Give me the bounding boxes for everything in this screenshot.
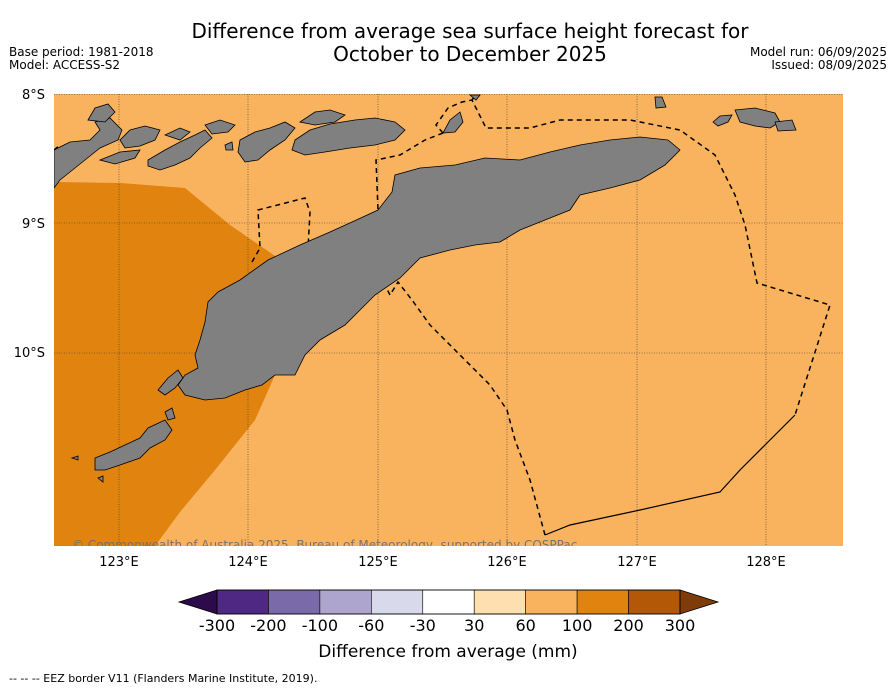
colorbar-cell — [576, 589, 629, 615]
atauro-island — [442, 111, 464, 134]
colorbar-cell — [525, 589, 578, 615]
map-area: © Commonwealth of Australia 2025, Bureau… — [54, 94, 843, 552]
longitude-labels: 123°E 124°E 125°E 126°E 127°E 128°E — [99, 555, 786, 570]
lon-label-125e: 125°E — [358, 555, 398, 570]
island-a — [87, 103, 116, 123]
island-d — [147, 129, 213, 171]
colorbar-cell — [216, 589, 269, 615]
colorbar-tick-label: -200 — [250, 616, 286, 635]
alor-island — [237, 121, 296, 163]
colorbar-tick-label: 200 — [613, 616, 644, 635]
eez-legend-note: -- -- -- EEZ border V11 (Flanders Marine… — [9, 672, 318, 685]
colorbar-outline — [216, 589, 681, 615]
island-c — [98, 149, 141, 165]
island-i — [654, 96, 667, 109]
colorbar-tick-label: 300 — [665, 616, 696, 635]
rote-island — [157, 369, 184, 396]
island-e — [163, 127, 191, 141]
flores-island — [54, 117, 123, 189]
island-j — [712, 114, 733, 127]
island-g — [224, 141, 234, 151]
colorbar-cell — [268, 589, 321, 615]
meta-left: Base period: 1981-2018 Model: ACCESS-S2 — [9, 46, 154, 72]
model-name: Model: ACCESS-S2 — [9, 58, 121, 72]
graticule — [54, 94, 843, 546]
lat-label-10s: 10°S — [14, 346, 45, 361]
small-islet-3 — [97, 475, 104, 483]
copyright-text: © Commonwealth of Australia 2025, Bureau… — [72, 538, 577, 552]
wetar-island — [291, 117, 406, 156]
model-run: Model run: 06/09/2025 — [749, 45, 887, 59]
colorbar-tick-labels: -300 -200 -100 -60 -30 30 60 100 200 300 — [199, 616, 695, 635]
latitude-labels: 8°S 9°S 10°S — [14, 88, 45, 361]
colorbar-title: Difference from average (mm) — [318, 642, 577, 662]
lat-label-9s: 9°S — [22, 217, 45, 232]
colorbar-cells — [216, 589, 681, 615]
colorbar-tick-label: 30 — [464, 616, 484, 635]
timor-island — [177, 136, 681, 401]
title-line-2: October to December 2025 — [333, 42, 607, 66]
title-line-1: Difference from average sea surface heig… — [191, 19, 749, 43]
colorbar-over-arrow — [679, 589, 720, 615]
colorbar-tick-label: -30 — [410, 616, 436, 635]
base-period: Base period: 1981-2018 — [9, 45, 154, 59]
colorbar-cell — [422, 589, 475, 615]
lon-label-123e: 123°E — [99, 555, 139, 570]
island-k — [734, 107, 781, 129]
colorbar-cell — [371, 589, 424, 615]
small-islet-2 — [70, 455, 79, 461]
lon-label-124e: 124°E — [228, 555, 268, 570]
map-title: Difference from average sea surface heig… — [160, 20, 780, 66]
colorbar-tick-label: -100 — [302, 616, 338, 635]
colorbar-tick-label: -300 — [199, 616, 235, 635]
lon-label-127e: 127°E — [617, 555, 657, 570]
colorbar-cell — [319, 589, 372, 615]
lon-label-128e: 128°E — [746, 555, 786, 570]
issued-date: Issued: 08/09/2025 — [771, 58, 887, 72]
island-f — [204, 119, 236, 135]
small-islet — [164, 407, 176, 421]
colorbar-cell — [473, 589, 526, 615]
land — [54, 94, 797, 483]
colorbar-under-arrow — [177, 589, 218, 615]
island-h — [298, 109, 346, 126]
meta-right: Model run: 06/09/2025 Issued: 08/09/2025 — [750, 46, 887, 72]
sawu-island — [94, 419, 173, 471]
island-l — [774, 119, 797, 132]
island-m — [468, 94, 481, 101]
colorbar-cell — [628, 589, 681, 615]
island-b — [119, 125, 161, 149]
colorbar-tick-label: 60 — [515, 616, 535, 635]
colorbar: -300 -200 -100 -60 -30 30 60 100 200 300 Differen… — [177, 589, 720, 662]
lat-label-8s: 8°S — [22, 88, 45, 103]
lon-label-126e: 126°E — [487, 555, 527, 570]
colorbar-tick-label: -60 — [358, 616, 384, 635]
colorbar-tick-label: 100 — [562, 616, 593, 635]
